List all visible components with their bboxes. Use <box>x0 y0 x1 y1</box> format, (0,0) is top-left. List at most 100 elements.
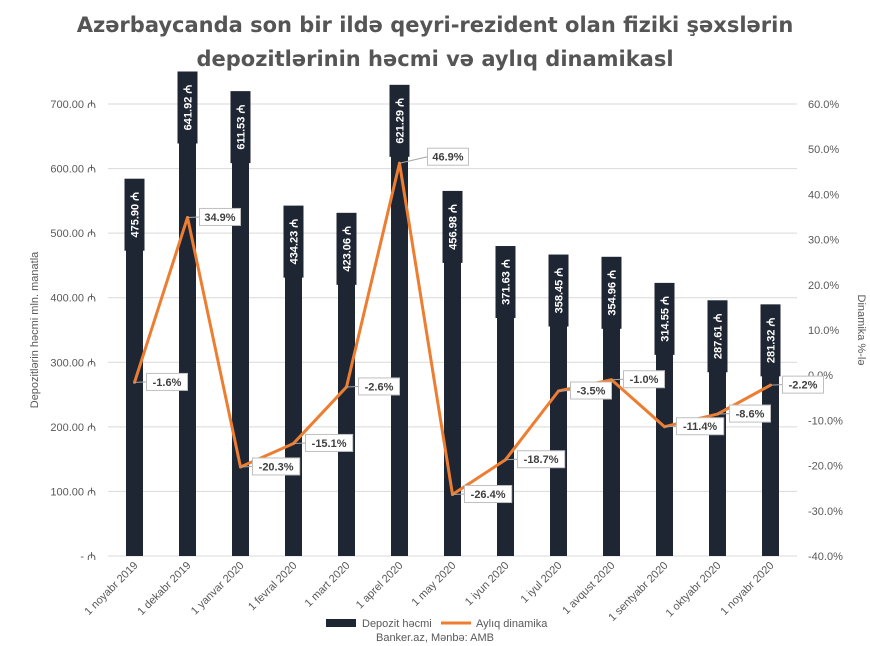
line-value-label: 34.9% <box>204 212 235 224</box>
callout-box <box>427 147 469 166</box>
callout-box <box>146 372 188 391</box>
bar <box>285 275 302 556</box>
bar-label-box <box>230 91 251 164</box>
line-value-label: -11.4% <box>683 421 717 433</box>
callout-box <box>517 450 566 469</box>
chart-title-line-2: depozitlərinin həcmi və aylıq dinamikasl <box>196 47 674 71</box>
source-credit: Banker.az, Mənbə: AMB <box>375 632 494 644</box>
bar-value-label: 475.90 ₼ <box>130 192 142 238</box>
bar-label-box <box>654 282 675 355</box>
y-tick-label: - ₼ <box>80 551 96 563</box>
bar <box>126 248 143 556</box>
x-tick-label: 1 iyun 2020 <box>463 560 512 609</box>
x-tick-label: 1 fevral 2020 <box>246 560 299 613</box>
x-tick-label: 1 yanvar 2020 <box>189 560 247 618</box>
callout-leader <box>187 216 200 218</box>
chart-title: Azərbaycanda son bir ildə qeyri-rezident… <box>0 8 870 76</box>
bar-label-box <box>283 205 304 278</box>
legend-label-bars: Depozit həcmi <box>362 618 432 630</box>
bar-label-box <box>124 178 145 251</box>
line-value-label: -2.6% <box>365 381 394 393</box>
x-tick-label: 1 aprel 2020 <box>354 560 406 612</box>
y-tick-label: 700.00 ₼ <box>50 99 96 111</box>
y2-axis-title: Dinamika %-lə <box>855 295 867 366</box>
callout-leader <box>399 156 428 164</box>
callout-leader <box>505 458 518 461</box>
bar <box>709 370 726 556</box>
bar-value-label: 287.61 ₼ <box>713 313 725 359</box>
callout-box <box>782 375 824 394</box>
bar <box>232 161 249 556</box>
bar-value-label: 456.98 ₼ <box>448 204 460 250</box>
y2-tick-label: 60.0% <box>808 99 839 111</box>
y2-tick-label: 50.0% <box>808 144 839 156</box>
y2-tick-label: 20.0% <box>808 280 839 292</box>
callout-box <box>729 404 771 423</box>
line-value-label: -1.0% <box>630 374 659 386</box>
y2-tick-label: -20.0% <box>808 461 843 473</box>
bar-value-label: 434.23 ₼ <box>289 219 301 265</box>
callout-box <box>199 207 241 226</box>
x-tick-label: 1 oktyabr 2020 <box>664 560 724 620</box>
callout-box <box>570 381 612 400</box>
callout-box <box>464 485 513 504</box>
x-tick-label: 1 dekabr 2019 <box>135 560 193 618</box>
callout-box <box>252 457 301 476</box>
bar <box>338 282 355 556</box>
bar-value-label: 371.63 ₼ <box>501 259 513 305</box>
bar-label-box <box>177 71 198 144</box>
line-value-label: -1.6% <box>153 377 182 389</box>
line-value-label: -8.6% <box>736 409 765 421</box>
callout-box <box>623 370 665 389</box>
line-value-label: -2.2% <box>789 380 818 392</box>
y-tick-label: 500.00 ₼ <box>50 228 96 240</box>
legend-swatch-bars <box>326 619 356 627</box>
x-tick-label: 1 may 2020 <box>409 560 458 609</box>
callout-box <box>676 417 725 436</box>
bar-value-label: 281.32 ₼ <box>766 317 778 363</box>
bar-value-label: 641.92 ₼ <box>183 85 195 131</box>
x-tick-label: 1 avqust 2020 <box>560 560 617 617</box>
callout-leader <box>293 442 306 444</box>
callout-leader <box>240 465 253 468</box>
line-value-label: 46.9% <box>432 152 463 164</box>
bar <box>550 324 567 556</box>
y-tick-label: 600.00 ₼ <box>50 164 96 176</box>
bar <box>497 316 514 556</box>
y-axis-title: Depozitlərin həcmi mln. manatla <box>29 251 41 408</box>
y2-tick-label: -30.0% <box>808 506 843 518</box>
line-value-label: -18.7% <box>524 454 559 466</box>
callout-leader <box>452 493 465 496</box>
callout-leader <box>134 381 147 383</box>
y2-tick-label: -10.0% <box>808 415 843 427</box>
callout-leader <box>611 378 624 381</box>
x-tick-label: 1 noyabr 2020 <box>718 560 776 618</box>
callout-box <box>305 433 354 452</box>
bar-label-box <box>601 256 622 329</box>
y2-tick-label: 40.0% <box>808 189 839 201</box>
line-value-label: -15.1% <box>312 438 347 450</box>
bar <box>762 374 779 556</box>
chart-title-line-1: Azərbaycanda son bir ildə qeyri-rezident… <box>76 13 794 37</box>
callout-leader <box>717 413 730 415</box>
y2-tick-label: 10.0% <box>808 325 839 337</box>
bar-value-label: 423.06 ₼ <box>342 226 354 272</box>
bar-label-box <box>442 190 463 263</box>
callout-leader <box>664 425 677 428</box>
y-tick-label: 200.00 ₼ <box>50 422 96 434</box>
x-tick-label: 1 mart 2020 <box>303 560 353 610</box>
bar-label-box <box>707 300 728 373</box>
bar <box>603 326 620 556</box>
bar-label-box <box>336 212 357 285</box>
bar <box>444 260 461 556</box>
line-value-label: -26.4% <box>471 489 506 501</box>
bar-label-box <box>548 254 569 327</box>
bar-label-box <box>760 304 781 377</box>
bar <box>656 352 673 556</box>
bar-label-box <box>495 246 516 319</box>
bar-value-label: 621.29 ₼ <box>395 98 407 144</box>
y2-tick-label: -40.0% <box>808 551 843 563</box>
bar <box>391 154 408 557</box>
bar-label-box <box>389 84 410 157</box>
